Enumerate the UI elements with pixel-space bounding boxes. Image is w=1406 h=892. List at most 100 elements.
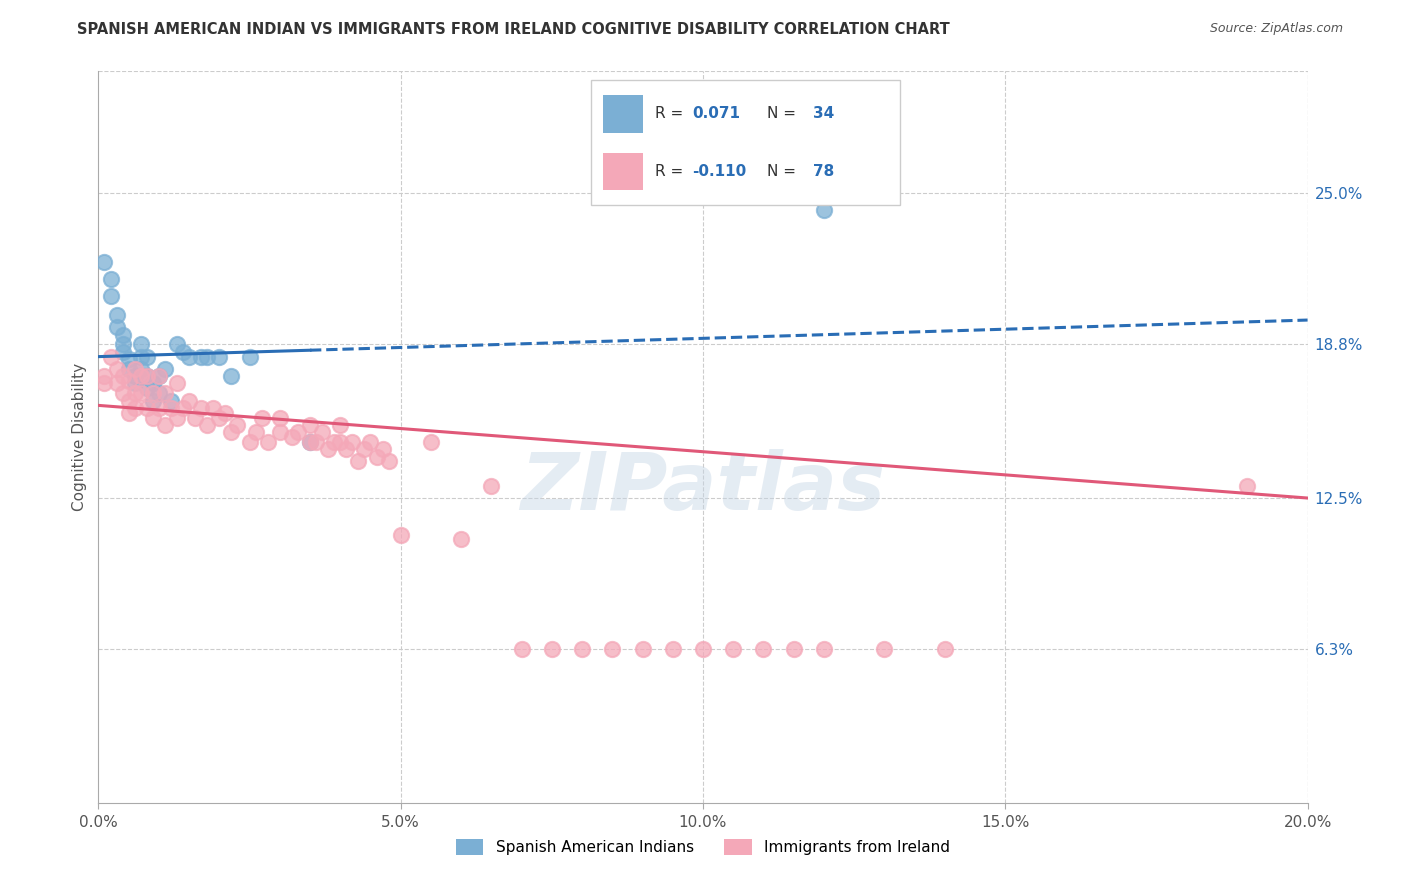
Point — [124, 369, 146, 384]
Point — [124, 401, 146, 415]
Point — [100, 288, 122, 302]
Point — [111, 327, 134, 342]
Point — [124, 386, 146, 401]
Point — [93, 369, 115, 384]
Point — [873, 642, 896, 657]
Point — [148, 369, 170, 384]
Point — [420, 434, 443, 449]
Point — [172, 401, 194, 415]
Point — [148, 369, 170, 384]
Point — [179, 350, 201, 364]
Point — [299, 434, 322, 449]
Point — [510, 642, 533, 657]
Point — [323, 434, 346, 449]
Point — [723, 642, 745, 657]
FancyBboxPatch shape — [591, 80, 900, 205]
Point — [329, 417, 352, 432]
Point — [250, 410, 273, 425]
Point — [135, 381, 157, 395]
Point — [111, 337, 134, 351]
Point — [105, 320, 128, 334]
Point — [389, 527, 412, 541]
Text: Source: ZipAtlas.com: Source: ZipAtlas.com — [1209, 22, 1343, 36]
Point — [93, 376, 115, 391]
Text: 0.071: 0.071 — [693, 106, 741, 121]
Point — [934, 642, 956, 657]
Point — [1236, 479, 1258, 493]
Point — [166, 410, 188, 425]
Point — [347, 454, 370, 468]
Point — [353, 442, 375, 457]
Point — [813, 642, 835, 657]
Point — [129, 369, 152, 384]
Point — [299, 417, 322, 432]
Point — [129, 350, 152, 364]
Point — [631, 642, 654, 657]
Point — [166, 337, 188, 351]
Point — [329, 434, 352, 449]
Point — [100, 350, 122, 364]
Point — [540, 642, 562, 657]
Point — [813, 203, 835, 218]
Point — [135, 401, 157, 415]
Legend: Spanish American Indians, Immigrants from Ireland: Spanish American Indians, Immigrants fro… — [450, 833, 956, 861]
Point — [208, 350, 231, 364]
FancyBboxPatch shape — [603, 95, 643, 133]
Point — [221, 369, 243, 384]
Point — [166, 376, 188, 391]
Point — [129, 337, 152, 351]
Point — [93, 254, 115, 268]
Point — [118, 406, 141, 420]
Point — [221, 425, 243, 440]
Point — [195, 350, 218, 364]
Text: N =: N = — [766, 164, 800, 179]
Point — [305, 434, 328, 449]
Text: -0.110: -0.110 — [693, 164, 747, 179]
Point — [118, 393, 141, 408]
Point — [202, 401, 225, 415]
Point — [111, 369, 134, 384]
Point — [190, 350, 212, 364]
Y-axis label: Cognitive Disability: Cognitive Disability — [72, 363, 87, 511]
Point — [153, 361, 176, 376]
Point — [148, 386, 170, 401]
Text: 78: 78 — [813, 164, 835, 179]
Point — [245, 425, 267, 440]
Point — [208, 410, 231, 425]
Point — [571, 642, 593, 657]
Point — [153, 417, 176, 432]
Point — [184, 410, 207, 425]
Point — [129, 361, 152, 376]
Point — [371, 442, 394, 457]
Point — [142, 410, 165, 425]
Point — [142, 376, 165, 391]
Point — [661, 642, 683, 657]
Point — [269, 425, 291, 440]
Point — [129, 386, 152, 401]
Point — [299, 434, 322, 449]
Point — [135, 369, 157, 384]
Text: ZIPatlas: ZIPatlas — [520, 450, 886, 527]
Text: N =: N = — [766, 106, 800, 121]
Point — [335, 442, 357, 457]
Point — [148, 401, 170, 415]
Point — [190, 401, 212, 415]
Point — [366, 450, 388, 464]
Point — [239, 434, 262, 449]
Point — [124, 376, 146, 391]
Point — [316, 442, 339, 457]
Point — [377, 454, 399, 468]
Point — [100, 271, 122, 285]
Text: R =: R = — [655, 106, 689, 121]
Point — [783, 642, 806, 657]
Point — [281, 430, 304, 444]
Point — [105, 308, 128, 322]
Point — [135, 350, 157, 364]
Point — [692, 642, 714, 657]
Point — [269, 410, 291, 425]
Point — [111, 344, 134, 359]
Point — [450, 533, 472, 547]
Point — [752, 642, 775, 657]
Point — [311, 425, 333, 440]
Point — [214, 406, 236, 420]
